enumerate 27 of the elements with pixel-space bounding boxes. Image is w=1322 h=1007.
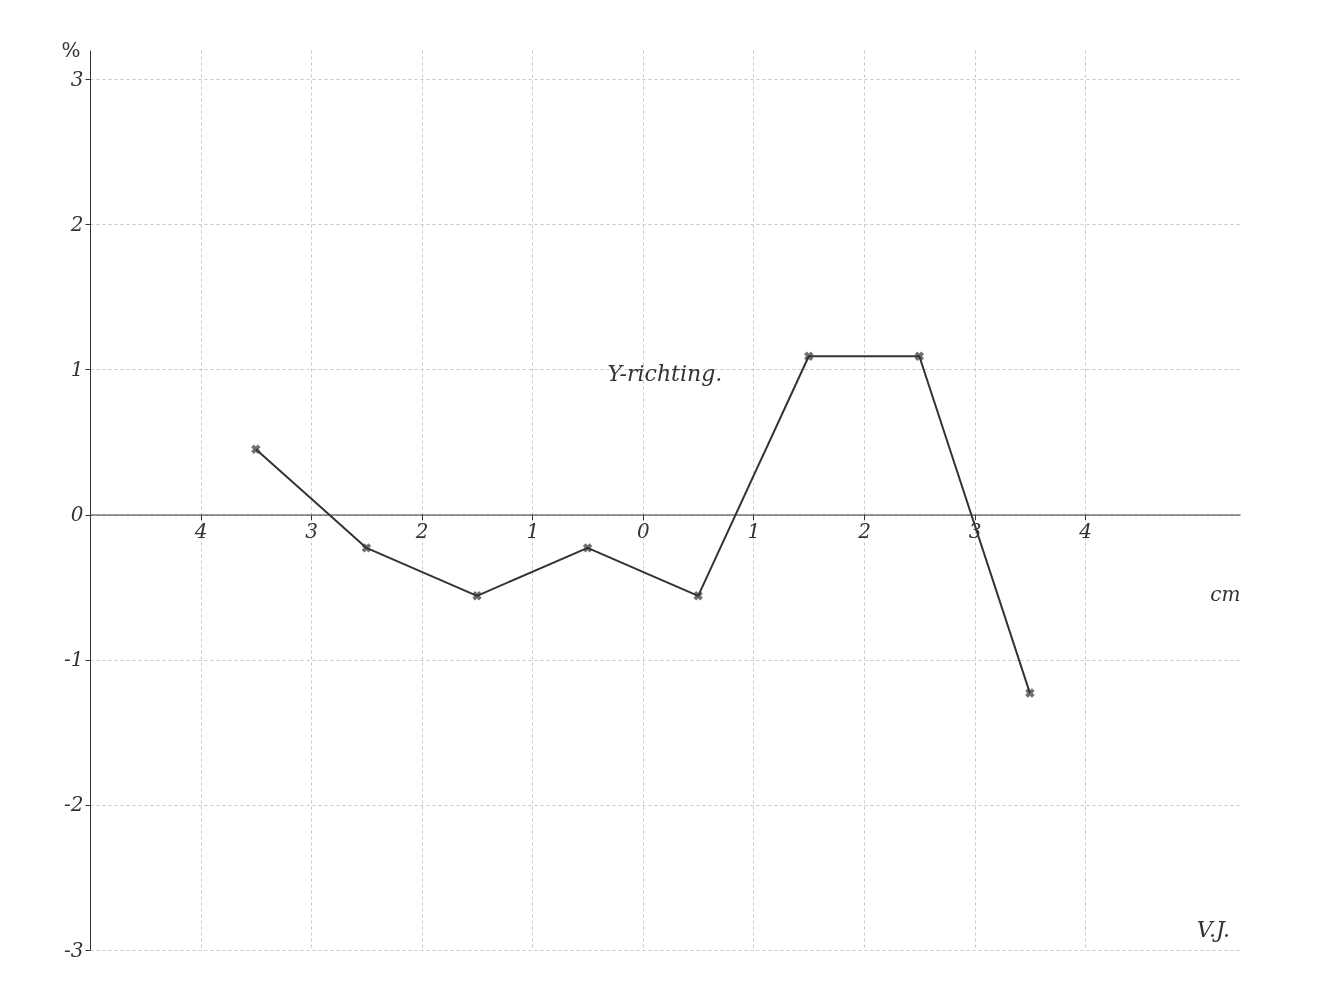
- x-tick-label: 1: [526, 519, 540, 544]
- point: [582, 543, 593, 553]
- annotation: Y-richting.: [607, 361, 723, 386]
- y-tick-label: -1: [64, 647, 84, 672]
- x-tick-label: 0: [637, 519, 651, 544]
- y-tick-label: -2: [64, 792, 84, 817]
- x-tick-label: 4: [193, 519, 208, 544]
- point: [1025, 688, 1035, 698]
- x-tick-label: 4: [1078, 519, 1093, 544]
- y-tick-label: 3: [70, 66, 84, 91]
- y-axis-title: %: [61, 37, 81, 62]
- y-tick-label: 1: [70, 356, 84, 381]
- point: [251, 444, 261, 454]
- point: [804, 351, 814, 361]
- x-tick-label: 2: [414, 519, 429, 544]
- y-tick-label: 2: [69, 211, 84, 236]
- annotation: V.J.: [1196, 917, 1230, 942]
- point: [914, 351, 925, 361]
- point: [361, 543, 372, 553]
- x-tick-label: 1: [747, 519, 761, 544]
- x-axis-title: cm: [1210, 582, 1241, 607]
- y-tick-label: 0: [70, 502, 84, 527]
- point: [693, 591, 703, 601]
- point: [472, 591, 482, 601]
- x-tick-label: 3: [305, 519, 319, 544]
- x-tick-label: 2: [857, 519, 871, 544]
- y-tick-label: -3: [64, 937, 84, 962]
